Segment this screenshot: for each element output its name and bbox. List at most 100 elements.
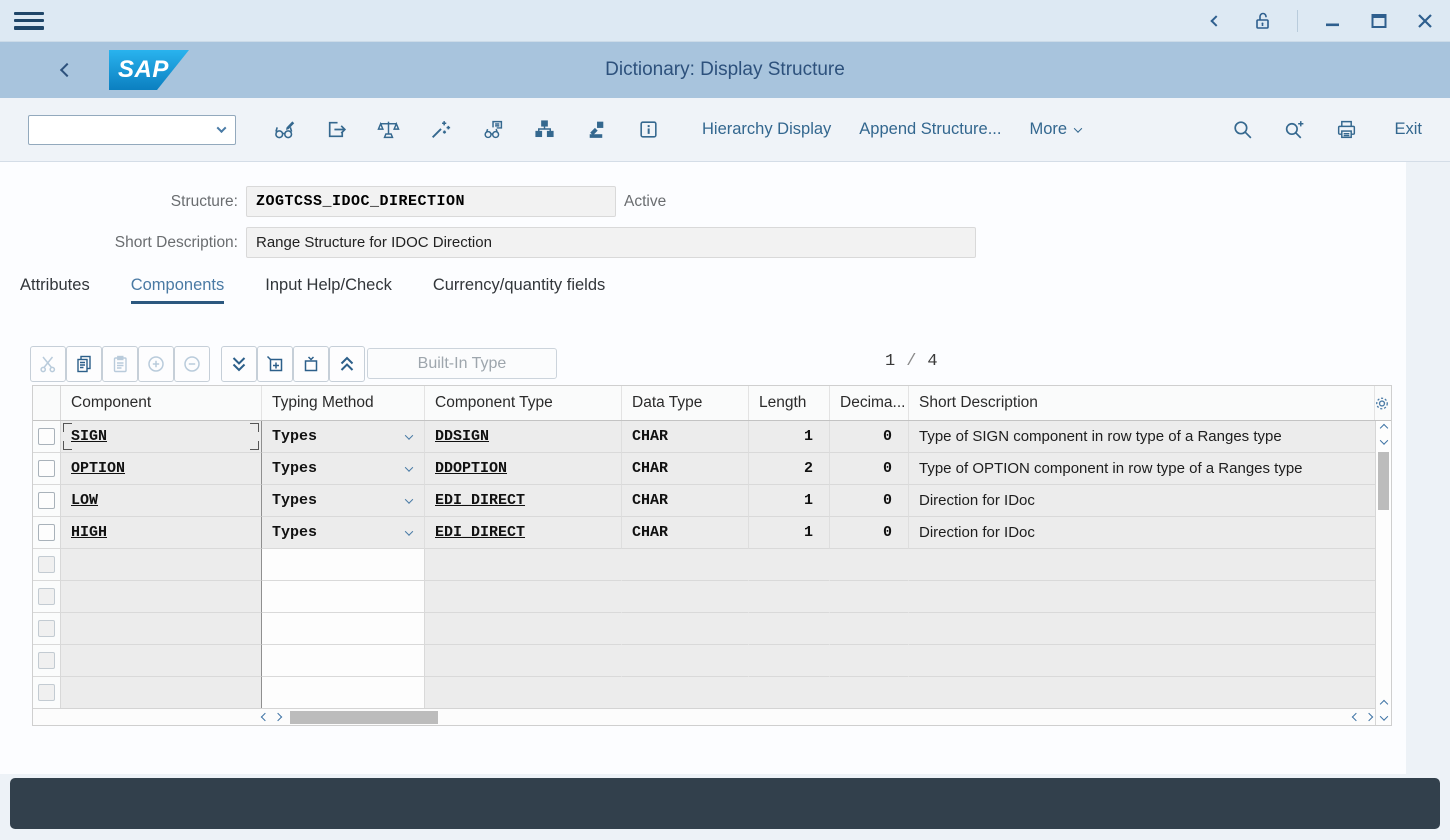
more-button[interactable]: More [1029, 120, 1083, 139]
row-select-cell[interactable] [33, 581, 61, 613]
component-type-link[interactable]: DDOPTION [435, 460, 508, 477]
scroll-left-end-icon[interactable] [1349, 712, 1362, 722]
col-data-type[interactable]: Data Type [622, 386, 749, 420]
component-type-cell[interactable] [425, 677, 622, 709]
copy-icon[interactable] [66, 345, 102, 382]
component-type-link[interactable]: EDI_DIRECT [435, 492, 526, 509]
append-structure-button[interactable]: Append Structure... [859, 120, 1002, 138]
row-select-cell[interactable] [33, 645, 61, 677]
short-description-cell[interactable]: Type of OPTION component in row type of … [909, 453, 1376, 485]
vertical-scroll-thumb[interactable] [1378, 452, 1389, 510]
minimize-icon[interactable] [1322, 10, 1344, 32]
row-select-cell[interactable] [33, 421, 61, 453]
hierarchy-display-button[interactable]: Hierarchy Display [702, 120, 832, 138]
component-type-cell[interactable] [425, 549, 622, 581]
row-checkbox[interactable] [38, 428, 55, 445]
length-cell[interactable]: 1 [749, 421, 830, 453]
row-checkbox[interactable] [38, 684, 55, 701]
typing-method-cell[interactable] [261, 645, 425, 677]
delete-row-icon[interactable] [174, 345, 210, 382]
row-select-cell[interactable] [33, 613, 61, 645]
insert-row-icon[interactable] [138, 345, 174, 382]
where-used-icon[interactable] [470, 108, 514, 152]
data-type-cell[interactable]: CHAR [622, 453, 749, 485]
header-select-all[interactable] [33, 386, 61, 420]
menu-icon[interactable] [14, 10, 44, 32]
component-type-cell[interactable]: DDSIGN [425, 421, 622, 453]
row-checkbox[interactable] [38, 556, 55, 573]
component-type-cell[interactable]: EDI_DIRECT [425, 517, 622, 549]
new-entry-icon[interactable] [257, 345, 293, 382]
short-description-cell[interactable]: Direction for IDoc [909, 485, 1376, 517]
component-cell[interactable] [61, 645, 262, 677]
row-checkbox[interactable] [38, 620, 55, 637]
scroll-down-icon[interactable] [1376, 435, 1391, 449]
typing-method-cell[interactable] [261, 677, 425, 709]
scroll-down-bottom-icon[interactable] [1376, 711, 1391, 725]
row-select-cell[interactable] [33, 517, 61, 549]
typing-method-cell[interactable] [261, 581, 425, 613]
col-typing-method[interactable]: Typing Method [262, 386, 425, 420]
find-next-icon[interactable] [1272, 108, 1316, 152]
component-cell[interactable] [61, 581, 262, 613]
close-icon[interactable] [1414, 10, 1436, 32]
runtime-object-icon[interactable] [574, 108, 618, 152]
component-link[interactable]: HIGH [71, 524, 108, 541]
data-type-cell[interactable]: CHAR [622, 517, 749, 549]
scroll-up-bottom-icon[interactable] [1376, 697, 1391, 711]
maximize-icon[interactable] [1368, 10, 1390, 32]
typing-method-cell[interactable] [261, 549, 425, 581]
component-type-link[interactable]: DDSIGN [435, 428, 490, 445]
row-select-cell[interactable] [33, 485, 61, 517]
data-type-cell[interactable]: CHAR [622, 485, 749, 517]
scroll-up-icon[interactable] [1376, 421, 1391, 435]
col-component[interactable]: Component [61, 386, 262, 420]
decimals-cell[interactable]: 0 [830, 453, 909, 485]
component-type-cell[interactable] [425, 581, 622, 613]
typing-method-cell[interactable] [261, 613, 425, 645]
short-description-cell[interactable]: Direction for IDoc [909, 517, 1376, 549]
info-icon[interactable] [626, 108, 670, 152]
short-description-field[interactable]: Range Structure for IDOC Direction [246, 227, 976, 258]
horizontal-scrollbar[interactable] [33, 708, 1375, 725]
command-field[interactable] [28, 114, 236, 145]
row-checkbox[interactable] [38, 492, 55, 509]
scroll-left-icon[interactable] [258, 712, 271, 722]
display-change-icon[interactable] [262, 108, 306, 152]
decimals-cell[interactable]: 0 [830, 517, 909, 549]
page-down-icon[interactable] [221, 345, 257, 382]
typing-method-select[interactable]: Types [261, 453, 425, 485]
exit-button[interactable]: Exit [1394, 120, 1422, 138]
row-checkbox[interactable] [38, 524, 55, 541]
tab-attributes[interactable]: Attributes [20, 276, 90, 294]
structure-field[interactable]: ZOGTCSS_IDOC_DIRECTION [246, 186, 616, 217]
component-cell[interactable]: OPTION [61, 453, 262, 485]
row-checkbox[interactable] [38, 588, 55, 605]
col-decimals[interactable]: Decima... [830, 386, 909, 420]
back-button[interactable] [55, 58, 79, 82]
vertical-scrollbar[interactable] [1375, 421, 1391, 725]
decimals-cell[interactable]: 0 [830, 421, 909, 453]
component-type-cell[interactable]: EDI_DIRECT [425, 485, 622, 517]
decimals-cell[interactable]: 0 [830, 485, 909, 517]
tab-input-help-check[interactable]: Input Help/Check [265, 276, 392, 294]
scroll-right-icon[interactable] [271, 712, 284, 722]
typing-method-select[interactable]: Types [261, 517, 425, 549]
print-icon[interactable] [1324, 108, 1368, 152]
component-type-cell[interactable] [425, 645, 622, 677]
scroll-right-end-icon[interactable] [1362, 712, 1375, 722]
horizontal-scroll-thumb[interactable] [290, 710, 438, 724]
component-type-cell[interactable] [425, 613, 622, 645]
activate-icon[interactable] [418, 108, 462, 152]
component-cell[interactable]: LOW [61, 485, 262, 517]
consistency-check-icon[interactable] [366, 108, 410, 152]
paste-icon[interactable] [102, 345, 138, 382]
component-cell[interactable] [61, 613, 262, 645]
component-link[interactable]: SIGN [71, 428, 108, 445]
component-type-link[interactable]: EDI_DIRECT [435, 524, 526, 541]
col-short-description[interactable]: Short Description [909, 386, 1375, 420]
data-type-cell[interactable]: CHAR [622, 421, 749, 453]
back-nav-icon[interactable] [1205, 10, 1227, 32]
hierarchy-icon[interactable] [522, 108, 566, 152]
row-checkbox[interactable] [38, 652, 55, 669]
